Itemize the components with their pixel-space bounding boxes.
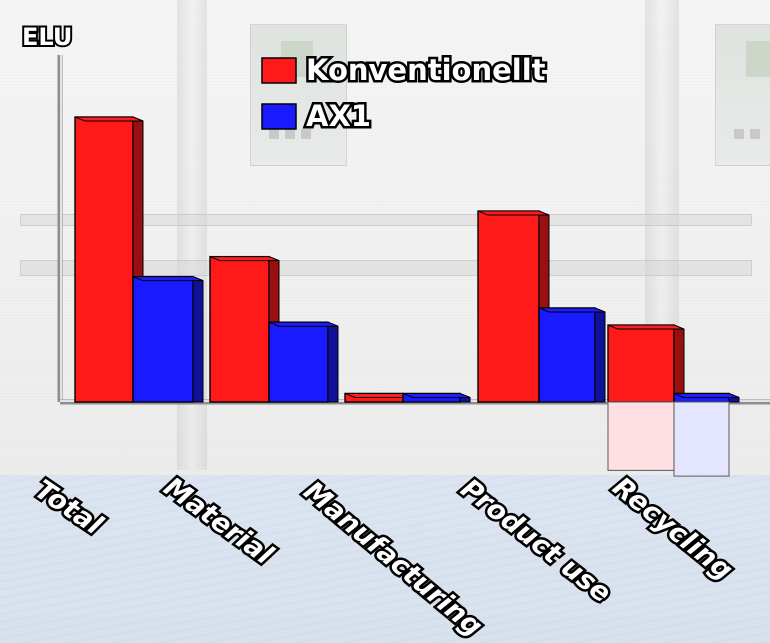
konventionellt-bar-total (74, 116, 134, 403)
background-window-panel-upper (20, 214, 752, 226)
legend-swatch (261, 57, 297, 84)
ax1-bar-top (268, 321, 339, 327)
legend-label: AX1 (306, 99, 371, 133)
background-controller-button (269, 129, 279, 139)
ax1-bar-side (594, 307, 606, 403)
ax1-bar-side (192, 275, 204, 403)
background-controller-button (285, 129, 295, 139)
category-label-recycling: Recycling (607, 471, 739, 586)
recycling-reflection-blue (673, 401, 730, 477)
bar-group-blue-0 (132, 275, 204, 403)
konventionellt-bar-top (74, 116, 144, 122)
konventionellt-bar-product-use (477, 210, 540, 403)
ax1-bar-total (132, 275, 194, 403)
background-controller-button (750, 129, 760, 139)
legend: Konventionellt AX1 (261, 51, 548, 136)
bar-group-blue-2 (402, 392, 471, 403)
background-controller-button (301, 129, 311, 139)
background-controller-button (734, 129, 744, 139)
ax1-bar-side (327, 321, 339, 403)
bar-group-blue-1 (268, 321, 339, 403)
chart-floor (0, 475, 770, 643)
legend-item: AX1 (261, 97, 373, 136)
bar-group-red-4 (607, 324, 685, 403)
background-controller-right (715, 24, 770, 166)
legend-item: Konventionellt (261, 51, 548, 90)
recycling-reflection-red (607, 401, 675, 471)
category-label-product-use: Product use (455, 473, 617, 609)
ax1-bar-product-use (538, 307, 596, 403)
bar-group-blue-4 (673, 392, 740, 403)
bars (74, 116, 740, 403)
legend-label: Konventionellt (306, 53, 546, 87)
konventionellt-bar-side (673, 324, 685, 403)
ax1-bar-top (132, 276, 204, 282)
bar-group-red-3 (477, 210, 550, 403)
background-controller-left (250, 24, 347, 166)
konventionellt-bar-recycling (607, 324, 675, 403)
category-label-total: Total (29, 474, 108, 541)
bar-group-blue-3 (538, 307, 606, 403)
background-controller-screen (746, 41, 770, 77)
konventionellt-bar-material (209, 255, 270, 403)
ax1-bar-material (268, 321, 329, 403)
background-window-panel (20, 260, 752, 276)
category-label-material: Material (158, 472, 279, 572)
recycling-reflection (607, 401, 730, 477)
konventionellt-bar-top (209, 256, 280, 262)
konventionellt-bar-top (477, 210, 550, 216)
y-axis-label: ELU (22, 23, 72, 51)
ax1-bar-top (538, 307, 606, 313)
konventionellt-bar-top (607, 324, 685, 330)
legend-swatch (261, 103, 297, 130)
ax1-bar-top (402, 392, 471, 398)
ax1-bar-top (673, 392, 740, 398)
